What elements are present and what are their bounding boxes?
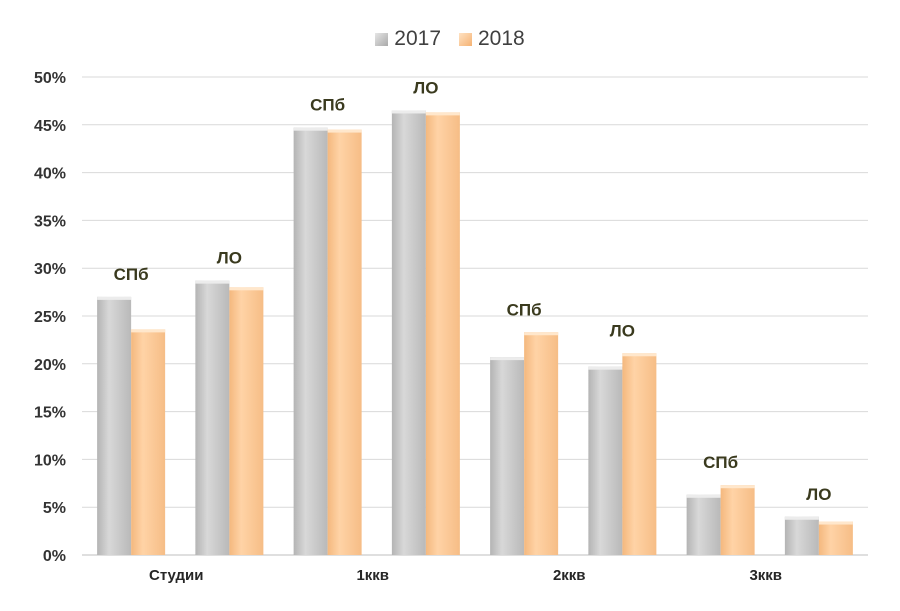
bar-highlight — [490, 357, 525, 361]
bar-highlight — [131, 329, 166, 333]
y-tick-label: 0% — [43, 548, 66, 565]
bar-2017-Студии-ЛО — [195, 280, 230, 555]
legend-swatch-2018 — [459, 32, 472, 46]
x-category-label: Студии — [149, 567, 204, 584]
group-label-спб: СПб — [310, 96, 345, 115]
y-tick-label: 40% — [34, 166, 66, 183]
group-label-спб: СПб — [507, 300, 542, 319]
bar-2017-Студии-СПб — [97, 296, 132, 555]
y-tick-label: 30% — [34, 261, 66, 278]
bar-highlight — [818, 521, 853, 525]
legend-label-2017: 2017 — [394, 27, 441, 50]
bar-highlight — [425, 112, 460, 116]
y-tick-label: 35% — [34, 213, 66, 230]
bar-highlight — [97, 296, 132, 300]
legend: 2017 2018 — [0, 27, 900, 51]
bar-2018-1ккв-ЛО — [425, 112, 460, 555]
bar-2018-Студии-СПб — [131, 329, 166, 555]
bar-2017-1ккв-ЛО — [391, 110, 426, 556]
legend-label-2018: 2018 — [478, 27, 525, 50]
bar-highlight — [524, 332, 559, 336]
group-label-спб: СПб — [703, 453, 738, 472]
y-tick-label: 10% — [34, 452, 66, 469]
bar-2017-2ккв-ЛО — [588, 366, 623, 555]
legend-swatch-2017 — [375, 32, 389, 46]
bar-2017-3ккв-ЛО — [784, 516, 819, 555]
x-axis: Студии 1ккв 2ккв 3ккв — [149, 567, 782, 584]
bar-2017-1ккв-СПб — [293, 127, 328, 555]
y-tick-label: 45% — [34, 118, 66, 135]
y-tick-label: 50% — [34, 70, 66, 87]
bar-highlight — [229, 287, 264, 291]
bar-highlight — [327, 129, 362, 133]
bar-highlight — [622, 353, 657, 357]
bar-highlight — [686, 494, 721, 498]
bar-highlight — [195, 280, 230, 284]
y-tick-label: 25% — [34, 309, 66, 326]
bar-group-labels: СПб ЛО СПб ЛО СПб ЛО СПб ЛО — [114, 78, 832, 503]
bar-highlight — [588, 366, 623, 370]
group-label-ло: ЛО — [413, 78, 438, 97]
x-category-label: 3ккв — [749, 567, 782, 584]
bar-highlight — [293, 127, 328, 131]
bar-2018-1ккв-СПб — [327, 129, 362, 555]
x-category-label: 2ккв — [553, 567, 586, 584]
group-label-ло: ЛО — [806, 485, 831, 504]
bars — [97, 110, 853, 556]
y-tick-label: 20% — [34, 357, 66, 374]
group-label-спб: СПб — [114, 265, 149, 284]
bar-2018-2ккв-ЛО — [622, 353, 657, 555]
bar-highlight — [784, 516, 819, 520]
bar-2018-Студии-ЛО — [229, 287, 264, 555]
bar-2018-2ккв-СПб — [524, 332, 559, 555]
y-axis: 0% 5% 10% 15% 20% 25% 30% 35% 40% 45% 50% — [34, 70, 66, 565]
group-label-ло: ЛО — [217, 249, 242, 268]
bar-2018-3ккв-СПб — [720, 485, 755, 555]
legend-item-2018: 2018 — [459, 27, 525, 51]
bar-highlight — [720, 485, 755, 489]
group-label-ло: ЛО — [610, 321, 635, 340]
y-tick-label: 5% — [43, 500, 66, 517]
x-category-label: 1ккв — [356, 567, 389, 584]
bar-2017-2ккв-СПб — [490, 357, 525, 555]
legend-item-2017: 2017 — [375, 27, 441, 51]
bar-2018-3ккв-ЛО — [818, 521, 853, 555]
bar-highlight — [391, 110, 426, 114]
bar-2017-3ккв-СПб — [686, 494, 721, 555]
y-tick-label: 15% — [34, 405, 66, 422]
